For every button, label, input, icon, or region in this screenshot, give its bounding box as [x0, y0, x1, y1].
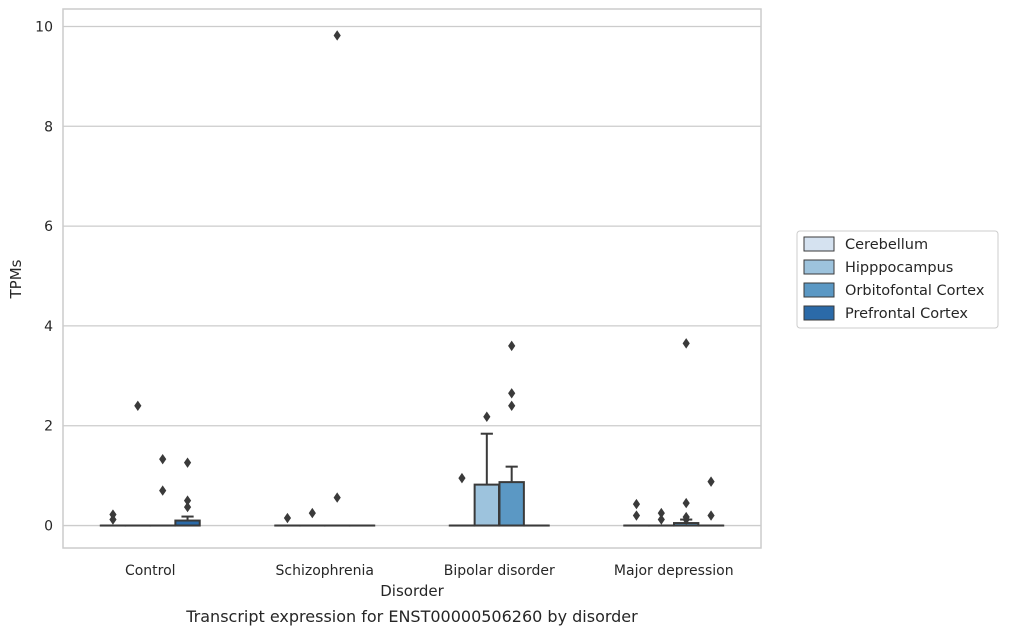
outlier-point — [682, 497, 690, 509]
box-series-group — [99, 432, 725, 527]
box-hipppocampus — [473, 432, 501, 527]
legend-swatch — [803, 259, 835, 275]
chart-caption: Transcript expression for ENST0000050626… — [185, 607, 638, 626]
outlier-point — [183, 457, 192, 468]
legend: Cerebellum Hipppocampus Orbitofontal Corte… — [796, 230, 999, 329]
outlier-point — [308, 507, 316, 519]
box-prefrontal-cortex — [174, 515, 201, 527]
legend-label: Hipppocampus — [845, 260, 953, 276]
box-rect — [498, 481, 525, 527]
outlier-point — [458, 472, 466, 484]
outlier-point — [682, 514, 690, 525]
y-tick-label: 4 — [44, 319, 53, 335]
outlier-point — [508, 340, 516, 352]
outlier-point — [109, 514, 117, 525]
outlier-point — [632, 510, 641, 521]
grid-lines — [63, 25, 761, 527]
outlier-point — [707, 510, 715, 521]
box-orbitofontal-cortex — [498, 465, 525, 527]
x-axis-title: Disorder — [380, 582, 444, 600]
outlier-point — [333, 30, 341, 41]
legend-frame — [796, 230, 999, 329]
outlier-point — [159, 453, 167, 465]
x-axis-ticks: Control Schizophrenia Bipolar disorder Majo… — [125, 563, 734, 579]
y-tick-label: 10 — [35, 19, 53, 35]
legend-label: Orbitofontal Cortex — [845, 283, 985, 299]
y-axis-title: TPMs — [7, 259, 25, 299]
outlier-point — [657, 507, 665, 519]
y-tick-label: 6 — [44, 219, 53, 235]
x-tick-label: Major depression — [614, 563, 734, 579]
outlier-point — [159, 485, 167, 496]
y-tick-label: 2 — [44, 419, 53, 435]
box-rect — [473, 483, 501, 527]
outlier-point — [183, 501, 192, 513]
y-tick-label: 0 — [44, 519, 53, 535]
y-tick-label: 8 — [44, 119, 53, 135]
legend-swatch — [803, 236, 835, 252]
outlier-point — [707, 476, 715, 487]
outlier-point — [682, 338, 690, 349]
outlier-point — [333, 492, 341, 503]
legend-label: Prefrontal Cortex — [845, 306, 968, 322]
x-tick-label: Bipolar disorder — [444, 563, 555, 579]
legend-swatch — [803, 282, 835, 298]
outlier-point — [483, 411, 491, 422]
legend-swatch — [803, 305, 835, 321]
legend-label: Cerebellum — [845, 237, 928, 253]
outlier-points — [109, 30, 715, 525]
outlier-point — [183, 495, 192, 506]
outlier-point — [508, 388, 516, 399]
outlier-point — [134, 400, 142, 411]
outlier-point — [657, 514, 665, 525]
outlier-point — [283, 512, 292, 524]
x-tick-label: Control — [125, 563, 176, 579]
outlier-point — [632, 498, 641, 510]
x-tick-label: Schizophrenia — [276, 563, 374, 579]
plot-area-frame — [62, 8, 762, 549]
y-axis-ticks: 0 2 4 6 8 10 — [35, 19, 53, 534]
outlier-point — [508, 400, 516, 411]
